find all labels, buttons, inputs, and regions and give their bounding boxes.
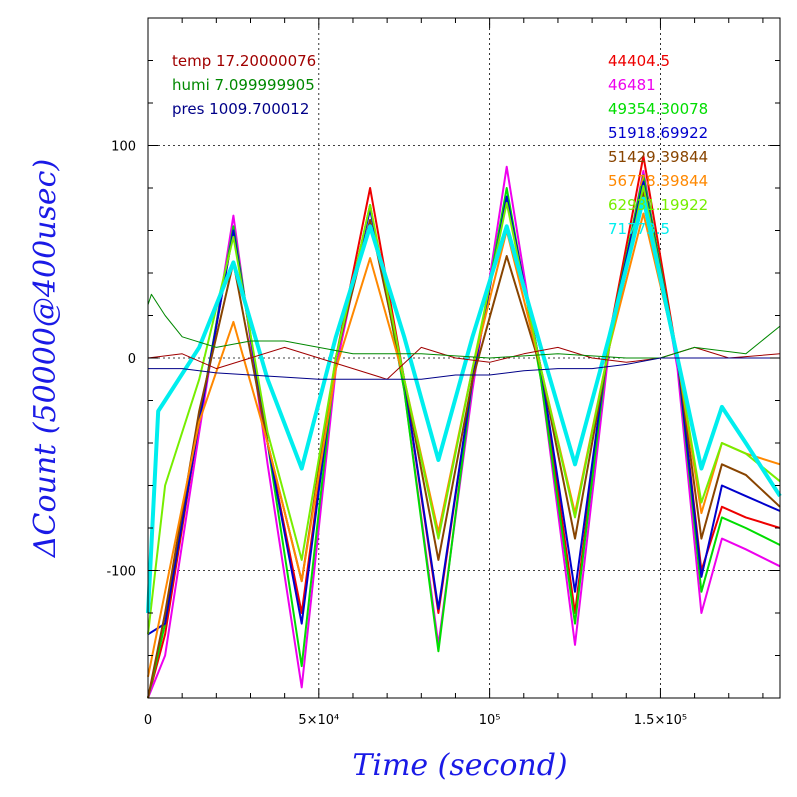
series-line-4 [147,191,781,699]
x-tick-label: 5×10⁴ [298,713,339,728]
y-tick-label: -100 [106,565,136,580]
series-legend-entry: 44404.5 [608,52,670,70]
series-legend-entry: 46481 [608,76,656,94]
series-legend-entry: 56778.39844 [608,172,708,190]
series-legend-entry: 51918.69922 [608,124,708,142]
series-line-9 [147,293,781,359]
plot-series [146,155,782,699]
series-legend-entry: 62931.19922 [608,196,708,214]
y-axis-title: ΔCount (50000@400usec) [28,159,63,558]
x-tick-label: 10⁵ [479,713,501,728]
series-line-6 [147,184,781,635]
x-tick-label: 1.5×10⁵ [634,713,687,728]
legend: temp 17.20000076 humi 7.099999905 pres 100… [172,52,708,238]
env-legend-entry: temp 17.20000076 [172,52,316,70]
series-line-7 [146,196,782,614]
series-legend-entry: 71773.5 [608,220,670,238]
series-legend-entry: 51429.39844 [608,148,708,166]
axis-ticks: 0 5×10⁴ 10⁵ 1.5×10⁵ -100 0 100 [106,17,780,728]
y-tick-label: 100 [111,140,136,155]
env-legend-entry: humi 7.099999905 [172,76,315,94]
x-tick-label: 0 [144,713,152,728]
series-legend-entry: 49354.30078 [608,100,708,118]
env-legend-entry: pres 1009.700012 [172,100,309,118]
y-tick-label: 0 [128,352,136,367]
series-line-10 [148,357,780,380]
x-axis-title: Time (second) [352,748,567,783]
